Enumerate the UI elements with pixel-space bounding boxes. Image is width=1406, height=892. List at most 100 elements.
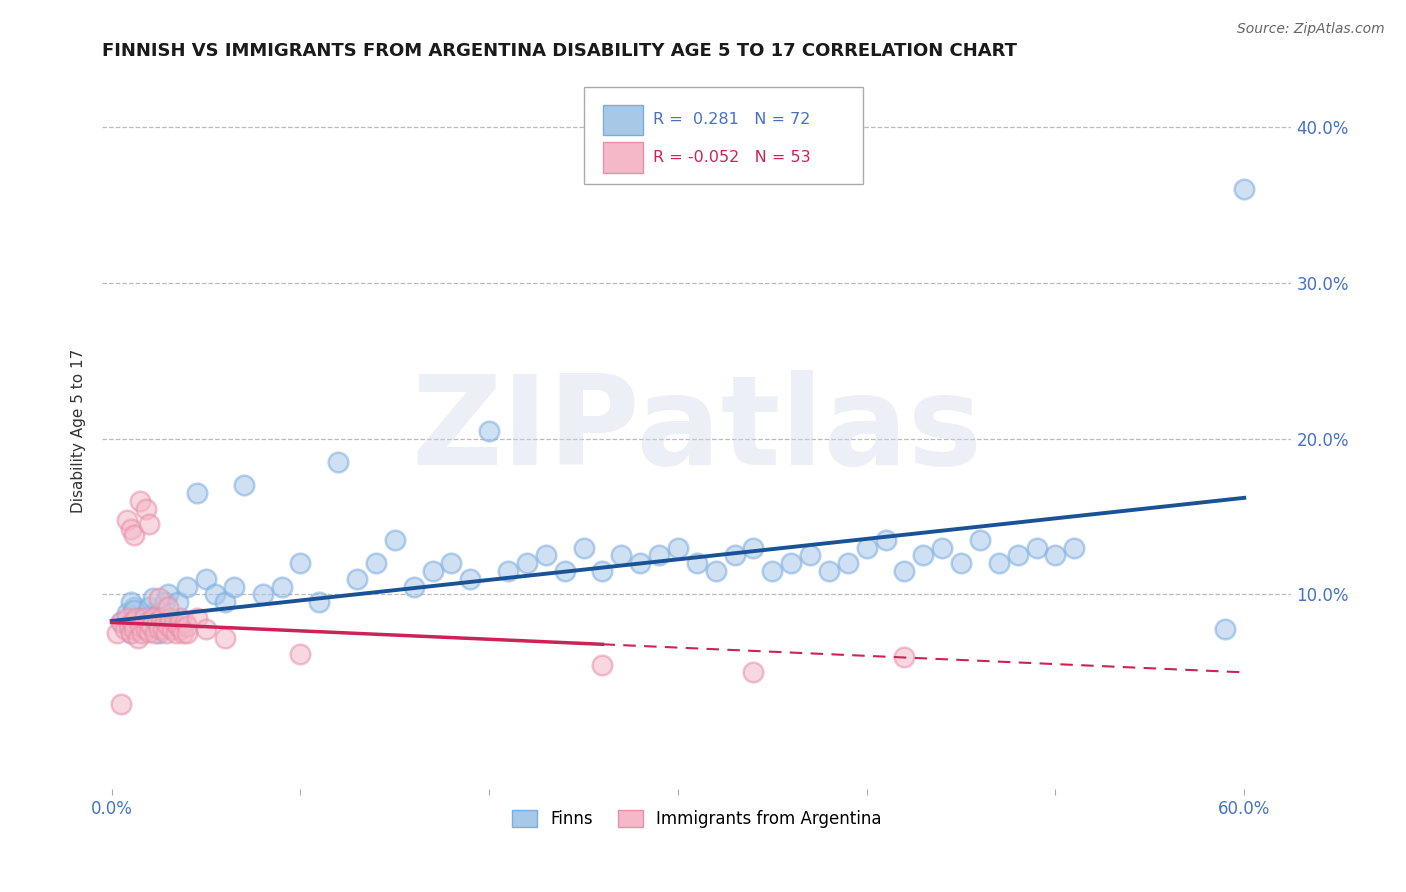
Point: [142, 611, 165, 625]
Point: [478, 424, 501, 438]
Point: [127, 631, 149, 645]
Point: [214, 595, 236, 609]
Point: [124, 528, 146, 542]
Point: [174, 615, 197, 630]
Point: [176, 580, 198, 594]
Point: [742, 665, 765, 680]
Point: [855, 541, 877, 555]
Point: [290, 556, 312, 570]
Point: [195, 572, 218, 586]
Point: [129, 618, 152, 632]
Point: [591, 564, 613, 578]
Point: [224, 580, 246, 594]
Point: [610, 549, 633, 563]
Point: [214, 631, 236, 645]
Point: [496, 564, 519, 578]
Point: [121, 615, 143, 630]
Point: [761, 564, 783, 578]
Point: [328, 455, 350, 469]
Point: [204, 587, 226, 601]
Point: [115, 513, 138, 527]
Point: [138, 618, 160, 632]
Point: [157, 599, 180, 614]
Point: [516, 556, 538, 570]
Point: [148, 606, 170, 620]
Point: [166, 595, 188, 609]
Point: [148, 622, 170, 636]
Point: [176, 626, 198, 640]
Point: [780, 556, 803, 570]
Point: [1025, 541, 1047, 555]
Point: [129, 494, 152, 508]
Point: [160, 622, 183, 636]
Point: [648, 549, 671, 563]
Point: [1063, 541, 1085, 555]
Point: [115, 606, 138, 620]
Point: [742, 541, 765, 555]
Legend: Finns, Immigrants from Argentina: Finns, Immigrants from Argentina: [505, 803, 889, 835]
Point: [138, 517, 160, 532]
Point: [136, 615, 159, 630]
Point: [153, 615, 176, 630]
Point: [155, 626, 177, 640]
Point: [290, 647, 312, 661]
Point: [893, 564, 915, 578]
Point: [875, 533, 897, 547]
Point: [572, 541, 595, 555]
Point: [138, 624, 160, 639]
Point: [364, 556, 387, 570]
Point: [554, 564, 576, 578]
Point: [120, 522, 142, 536]
Point: [120, 626, 142, 640]
Point: [132, 611, 155, 625]
Point: [308, 595, 330, 609]
Point: [124, 599, 146, 614]
Point: [837, 556, 859, 570]
Point: [110, 615, 132, 630]
Point: [1215, 622, 1237, 636]
Point: [120, 626, 142, 640]
Point: [135, 622, 157, 636]
Point: [117, 618, 139, 632]
Point: [893, 649, 915, 664]
Point: [152, 622, 174, 636]
Point: [1007, 549, 1029, 563]
Point: [460, 572, 482, 586]
Text: R = -0.052   N = 53: R = -0.052 N = 53: [652, 150, 810, 165]
Point: [153, 595, 176, 609]
Point: [169, 611, 191, 625]
Text: ZIPatlas: ZIPatlas: [412, 370, 983, 491]
Point: [114, 622, 136, 636]
Point: [176, 618, 198, 632]
Point: [1233, 182, 1256, 196]
Point: [591, 657, 613, 672]
Point: [142, 591, 165, 605]
FancyBboxPatch shape: [583, 87, 863, 184]
Point: [129, 622, 152, 636]
Point: [157, 618, 180, 632]
Point: [105, 626, 128, 640]
Point: [142, 606, 165, 620]
Point: [252, 587, 274, 601]
Text: R =  0.281   N = 72: R = 0.281 N = 72: [652, 112, 810, 127]
Point: [931, 541, 953, 555]
Point: [135, 611, 157, 625]
Point: [799, 549, 821, 563]
Point: [402, 580, 425, 594]
Point: [149, 611, 172, 625]
Point: [110, 615, 132, 630]
Point: [270, 580, 292, 594]
Point: [172, 626, 194, 640]
Point: [422, 564, 444, 578]
Point: [950, 556, 973, 570]
Point: [141, 618, 163, 632]
Point: [131, 626, 153, 640]
Point: [186, 611, 208, 625]
Point: [115, 611, 138, 625]
Point: [170, 622, 193, 636]
Point: [110, 697, 132, 711]
Point: [686, 556, 709, 570]
Point: [135, 501, 157, 516]
Point: [148, 591, 170, 605]
Y-axis label: Disability Age 5 to 17: Disability Age 5 to 17: [72, 349, 86, 513]
